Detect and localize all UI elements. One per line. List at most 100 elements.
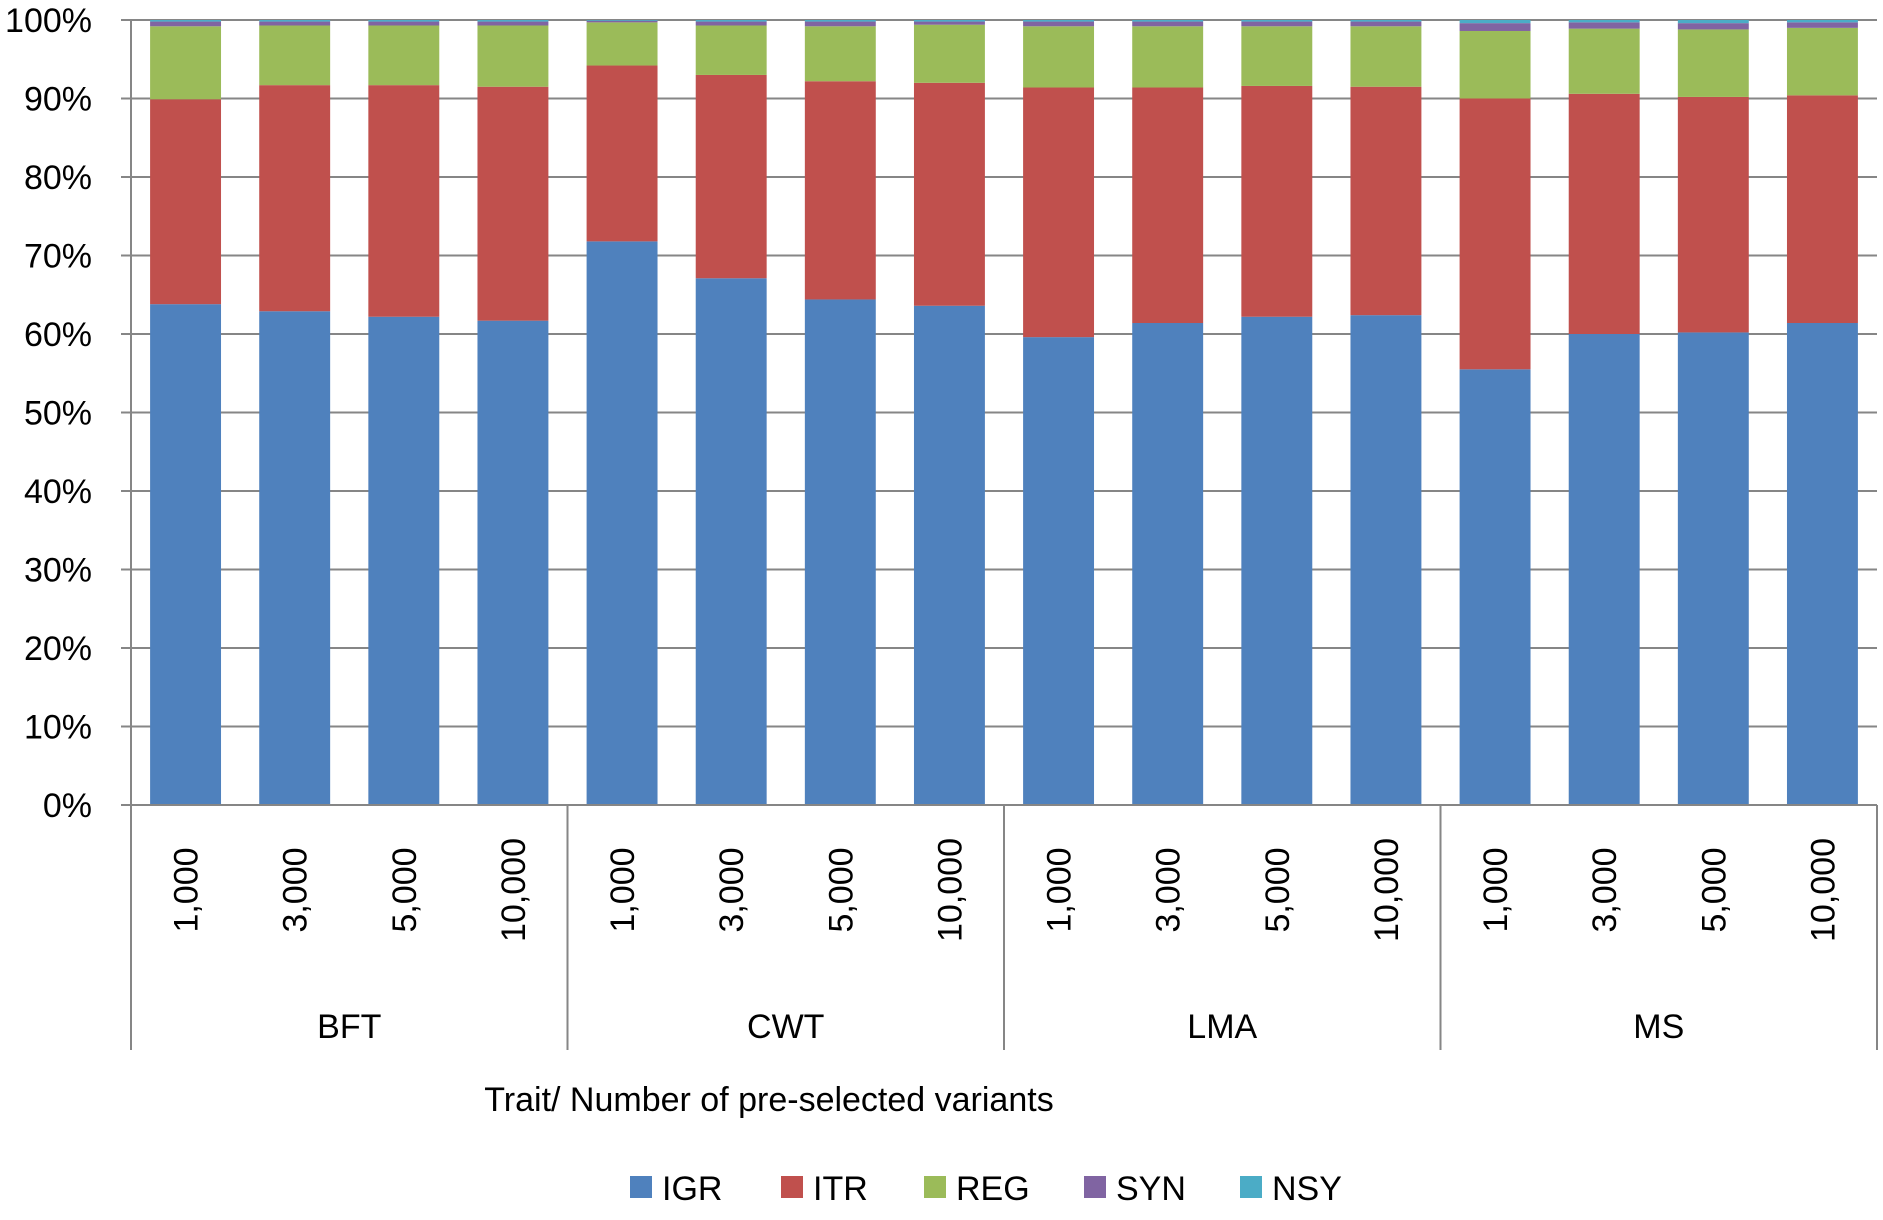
x-group-labels: BFT CWT LMA MS (317, 1008, 1684, 1046)
x-category-label: 5,000 (386, 847, 424, 932)
bar-segment-igr (1350, 315, 1422, 805)
y-tick-label: 100% (5, 2, 92, 40)
bar-segment-nsy (1132, 20, 1204, 22)
y-tick-label: 0% (43, 787, 92, 825)
x-category-label: 3,000 (1150, 847, 1188, 932)
bar-segment-igr (368, 316, 440, 805)
y-tick-labels: 0% 10% 20% 30% 40% 50% 60% 70% 80% 90% 100% (5, 2, 92, 825)
bar-segment-syn (913, 21, 985, 25)
axes (130, 20, 1878, 1050)
bar-segment-syn (259, 21, 331, 26)
bar-segment-nsy (1023, 20, 1095, 22)
bar-segment-igr (1023, 337, 1095, 805)
bar-segment-syn (586, 20, 658, 23)
bar-segment-syn (1241, 21, 1313, 27)
bar-segment-itr (695, 74, 767, 279)
bar-segment-syn (1786, 22, 1858, 28)
bar-segment-nsy (1786, 20, 1858, 23)
bar-segment-itr (1677, 96, 1749, 333)
bar-segment-syn (1459, 23, 1531, 31)
y-tick-label: 80% (24, 159, 92, 197)
bar-segment-igr (477, 320, 549, 805)
bar-segment-syn (695, 21, 767, 26)
bar-segment-syn (804, 21, 876, 27)
bar-segment-itr (477, 86, 549, 321)
legend-swatch (1084, 1176, 1106, 1198)
bar-segment-itr (150, 99, 222, 305)
x-group-label: CWT (747, 1008, 824, 1046)
bar-segment-reg (586, 22, 658, 66)
bar-segment-igr (1459, 369, 1531, 805)
legend-label: ITR (813, 1170, 868, 1208)
bar-segment-nsy (804, 20, 876, 22)
y-tick-label: 20% (24, 630, 92, 668)
bar-segment-itr (1132, 87, 1204, 324)
bar-segment-reg (913, 24, 985, 83)
x-category-label: 10,000 (1368, 838, 1406, 942)
bar-segment-nsy (1350, 20, 1422, 22)
bar-segment-nsy (368, 20, 440, 22)
bar-segment-syn (477, 21, 549, 26)
x-category-label: 1,000 (168, 847, 206, 932)
bar-segment-syn (1568, 22, 1640, 29)
legend-label: REG (956, 1170, 1030, 1208)
y-tick-label: 40% (24, 473, 92, 511)
legend-item-igr: IGR (630, 1170, 722, 1208)
bar-segment-igr (586, 241, 658, 805)
bar-segment-reg (1677, 29, 1749, 97)
bar-segment-syn (150, 21, 222, 27)
bar-segment-reg (1132, 26, 1204, 88)
bar-segment-igr (150, 304, 222, 805)
legend-item-syn: SYN (1084, 1170, 1186, 1208)
bar-segment-igr (695, 278, 767, 805)
bar-segment-syn (1350, 21, 1422, 27)
x-category-label: 10,000 (1804, 838, 1842, 942)
bar-segment-reg (1459, 30, 1531, 99)
bar-segment-reg (804, 26, 876, 82)
y-tick-label: 90% (24, 81, 92, 119)
y-tick-label: 10% (24, 709, 92, 747)
legend-label: SYN (1116, 1170, 1186, 1208)
bar-segment-nsy (1241, 20, 1313, 22)
bar-segment-nsy (1568, 20, 1640, 23)
x-category-label: 1,000 (1041, 847, 1079, 932)
legend-swatch (630, 1176, 652, 1198)
y-tick-label: 30% (24, 552, 92, 590)
legend-label: IGR (662, 1170, 722, 1208)
x-category-labels: 1,000 3,000 5,000 10,000 1,000 3,000 5,000 10,0… (168, 838, 1843, 942)
x-category-label: 5,000 (822, 847, 860, 932)
legend-swatch (781, 1176, 803, 1198)
bar-segment-reg (1568, 28, 1640, 94)
bar-segment-syn (1132, 21, 1204, 27)
bar-segment-nsy (1459, 20, 1531, 24)
x-category-label: 1,000 (1477, 847, 1515, 932)
x-axis-title: Trait/ Number of pre-selected variants (484, 1081, 1053, 1119)
bar-segment-reg (1786, 27, 1858, 96)
x-group-label: LMA (1187, 1008, 1257, 1046)
bar-segment-reg (1241, 26, 1313, 86)
bar-segment-nsy (150, 20, 222, 22)
y-tick-label: 50% (24, 395, 92, 433)
bar-segment-igr (1677, 332, 1749, 805)
legend-swatch (924, 1176, 946, 1198)
legend-item-itr: ITR (781, 1170, 868, 1208)
x-group-label: MS (1633, 1008, 1684, 1046)
bar-segment-reg (259, 25, 331, 86)
bar-segment-itr (1023, 87, 1095, 338)
bar-segment-itr (1786, 95, 1858, 324)
x-category-label: 10,000 (931, 838, 969, 942)
legend-item-nsy: NSY (1240, 1170, 1342, 1208)
bar-segment-igr (804, 299, 876, 805)
legend: IGR ITR REG SYN NSY (630, 1170, 1342, 1208)
x-category-label: 3,000 (713, 847, 751, 932)
bar-segment-nsy (695, 20, 767, 22)
bar-segment-nsy (259, 20, 331, 22)
x-category-label: 5,000 (1259, 847, 1297, 932)
bar-segment-syn (368, 21, 440, 26)
bar-segment-reg (368, 25, 440, 86)
y-tick-label: 70% (24, 238, 92, 276)
bar-segment-reg (1350, 26, 1422, 87)
x-group-label: BFT (317, 1008, 381, 1046)
bar-segment-igr (1786, 323, 1858, 805)
